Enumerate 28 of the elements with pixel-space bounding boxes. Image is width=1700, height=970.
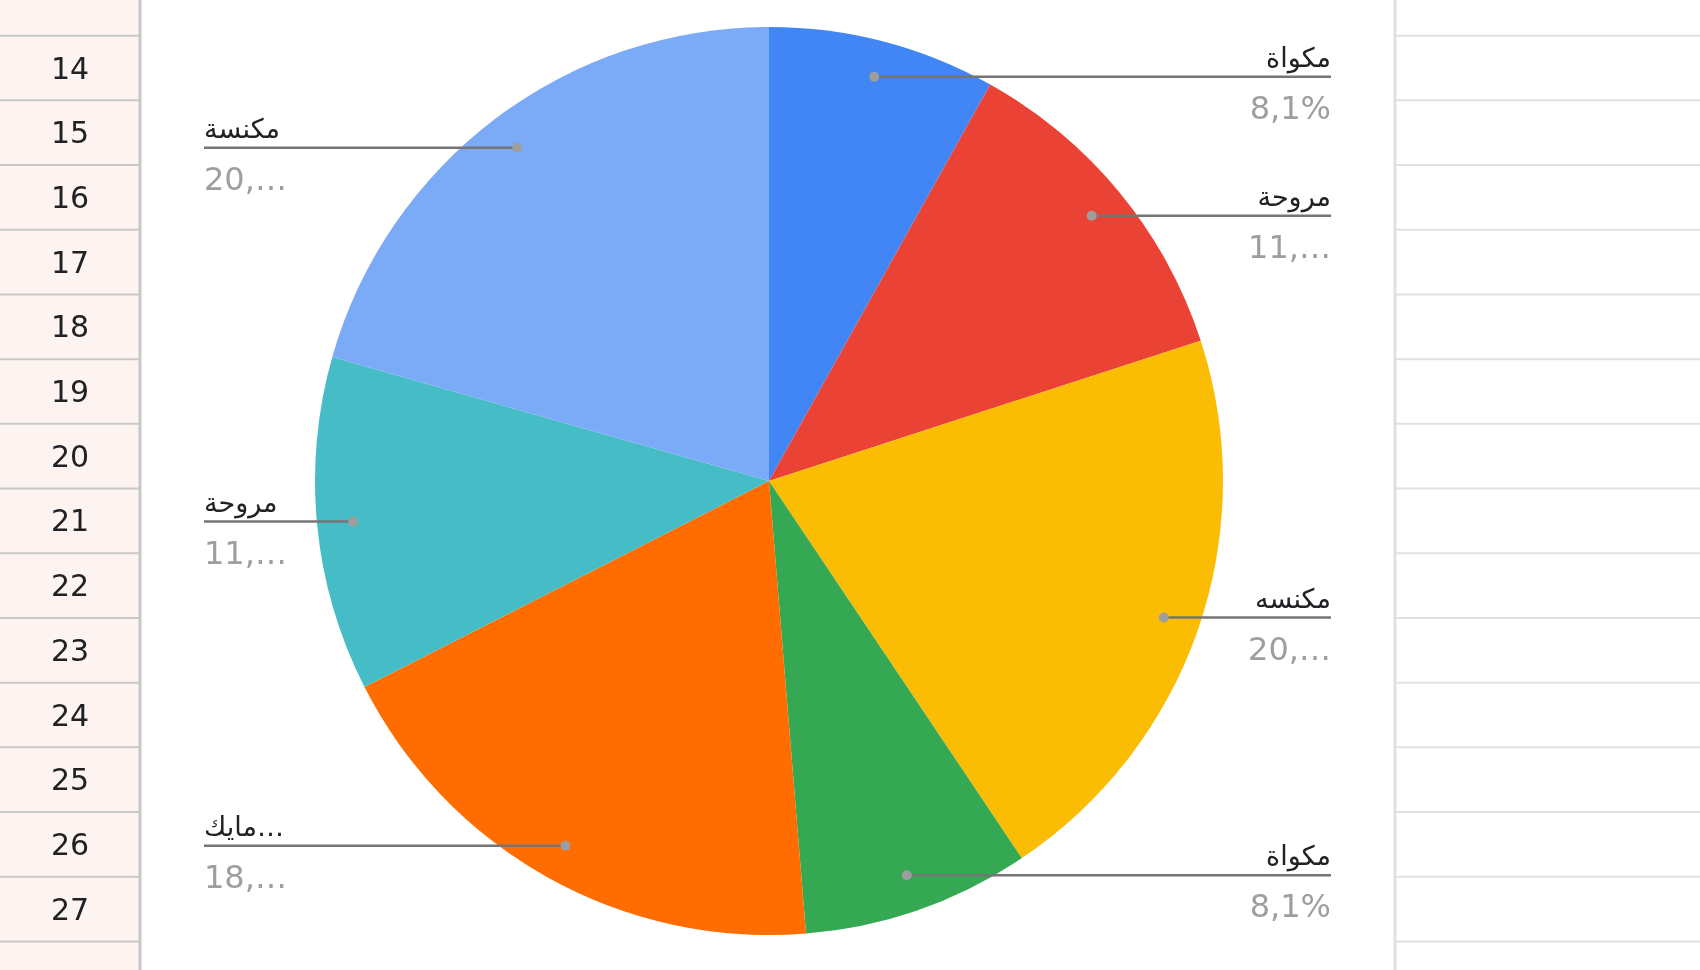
slice-label: مايك… — [204, 810, 284, 842]
text: 24 — [50, 697, 90, 733]
text: 23 — [50, 632, 90, 668]
slice-label: مكواة — [1266, 840, 1331, 873]
slice-label: مكواة — [1266, 41, 1331, 74]
data-label: 8,1% — [1249, 887, 1331, 926]
text: 14 — [50, 50, 90, 86]
data-label: 18,… — [204, 857, 287, 896]
slice-label: مروحة — [204, 486, 278, 519]
text: 26 — [50, 826, 90, 862]
text: 17 — [50, 244, 90, 280]
data-label: 20,… — [1248, 629, 1331, 668]
slice-label: مروحة — [1257, 180, 1331, 213]
text: 21 — [50, 503, 90, 539]
data-label: 11,… — [1248, 227, 1331, 266]
slice-label: مكنسة — [204, 112, 281, 144]
text: 15 — [50, 115, 90, 151]
data-label: 8,1% — [1249, 88, 1331, 127]
text: 25 — [50, 762, 90, 798]
data-label: 20,… — [204, 159, 287, 198]
data-label: 11,… — [204, 533, 287, 572]
text: 20 — [50, 438, 90, 474]
text: 27 — [50, 891, 90, 927]
slice-label: مكنسه — [1254, 582, 1331, 614]
text: 16 — [50, 179, 90, 215]
text: 18 — [50, 309, 90, 345]
text: 22 — [50, 568, 90, 604]
text: 19 — [50, 374, 90, 409]
